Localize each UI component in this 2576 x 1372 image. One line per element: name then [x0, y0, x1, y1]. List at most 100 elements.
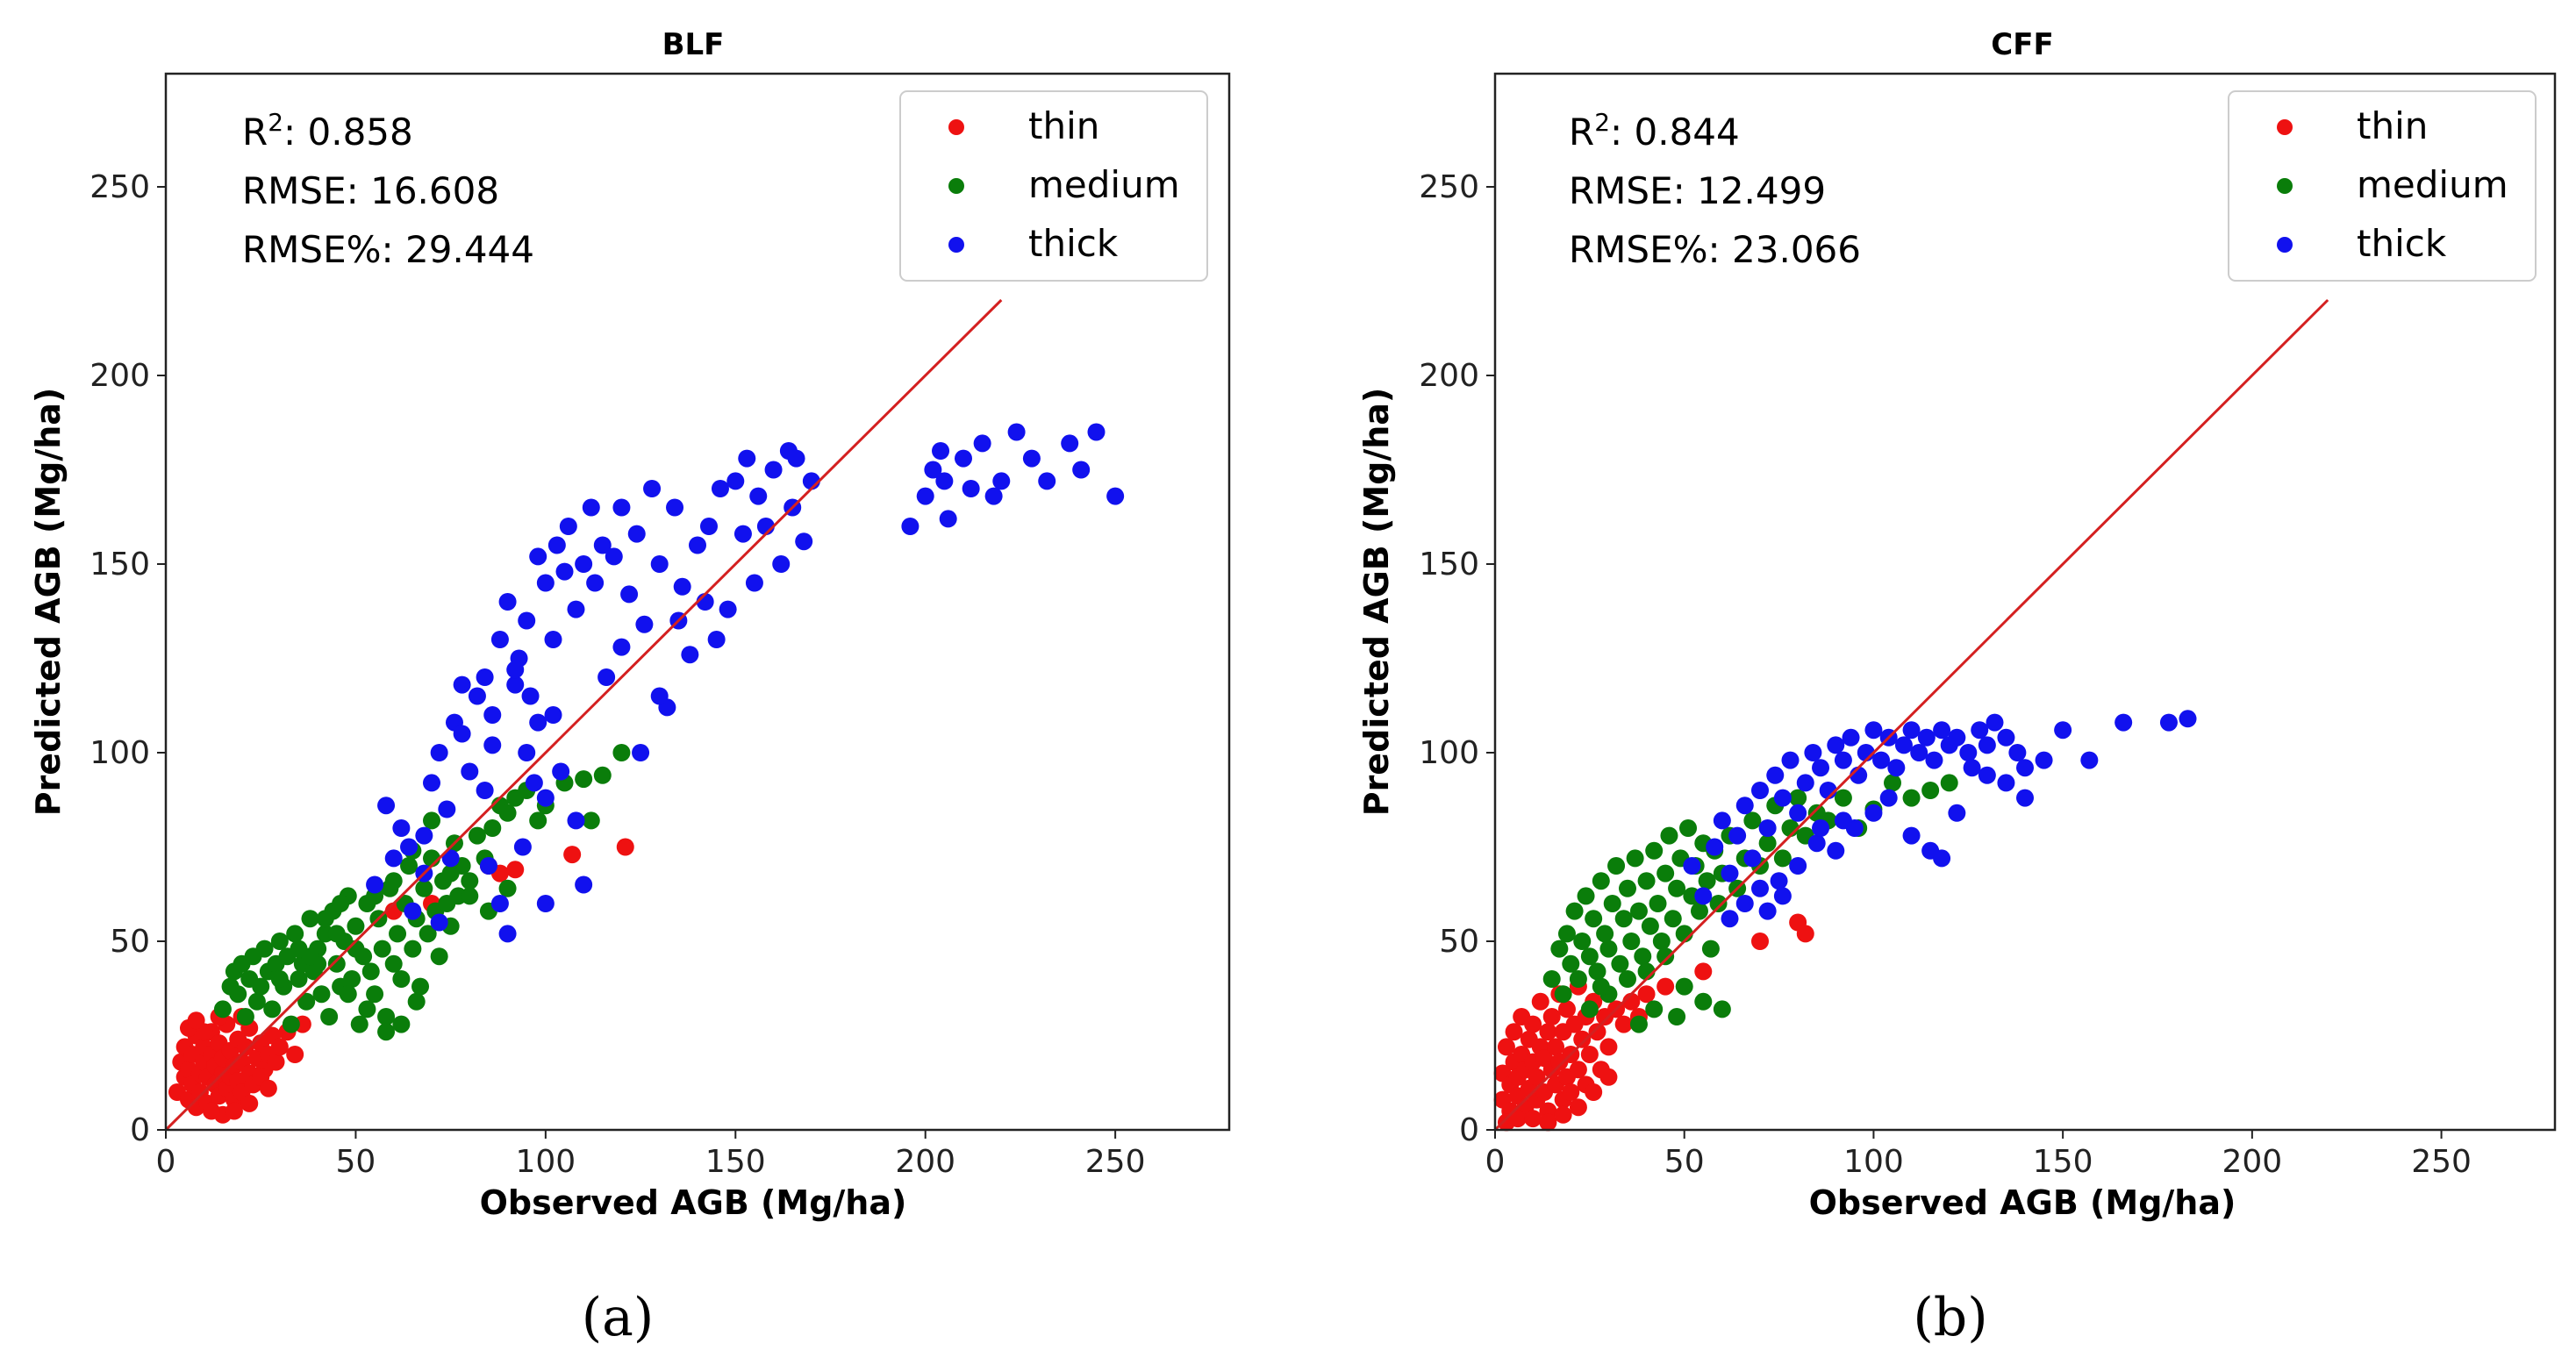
data-point-thick	[593, 536, 612, 554]
data-point-thick	[544, 706, 562, 724]
data-point-medium	[1713, 1000, 1731, 1018]
data-point-thin	[616, 838, 634, 856]
data-point-thin	[1599, 1038, 1618, 1056]
data-point-medium	[1577, 887, 1595, 905]
data-point-thick	[468, 687, 486, 705]
data-point-medium	[1580, 947, 1599, 966]
data-point-medium	[1709, 895, 1728, 912]
data-point-thick	[2008, 744, 2027, 761]
data-point-thick	[513, 838, 532, 856]
data-point-thick	[1735, 895, 1754, 912]
data-point-medium	[1773, 849, 1792, 868]
data-point-thick	[924, 461, 942, 479]
data-point-medium	[441, 864, 460, 883]
data-point-thick	[1721, 864, 1739, 883]
data-point-medium	[407, 992, 426, 1011]
data-point-medium	[236, 1008, 254, 1025]
y-axis-label: Predicted AGB (Mg/ha)	[1357, 388, 1396, 817]
data-point-thick	[733, 525, 752, 543]
data-point-thick	[2159, 713, 2178, 732]
data-point-thick	[1781, 751, 1800, 769]
data-point-thick	[1751, 879, 1769, 897]
y-tick-label: 250	[1419, 169, 1479, 205]
data-point-medium	[1611, 954, 1629, 973]
chart-title: BLF	[662, 27, 725, 62]
data-point-thin	[1694, 962, 1713, 981]
data-point-medium	[270, 933, 289, 950]
data-point-thick	[650, 687, 669, 705]
data-point-medium	[377, 1008, 396, 1025]
data-point-thick	[438, 800, 456, 818]
data-point-thick	[1087, 423, 1106, 441]
data-point-thick	[1902, 826, 1921, 845]
data-point-medium	[347, 917, 365, 935]
data-point-medium	[1902, 789, 1921, 807]
y-axis-label: Predicted AGB (Mg/ha)	[29, 388, 68, 817]
data-point-medium	[332, 895, 350, 912]
data-point-thick	[404, 902, 422, 920]
data-point-medium	[1580, 1000, 1599, 1018]
data-point-thick	[1933, 721, 1951, 740]
y-tick-label: 200	[89, 358, 150, 394]
data-point-thick	[650, 555, 669, 573]
data-point-thick	[536, 789, 555, 807]
data-point-medium	[1675, 977, 1693, 996]
data-point-thick	[1997, 728, 2015, 747]
data-point-thick	[1997, 774, 2015, 792]
data-point-thick	[567, 600, 585, 618]
y-tick-label: 200	[1419, 358, 1479, 394]
y-tick-label: 50	[110, 924, 150, 960]
data-point-thick	[955, 449, 972, 468]
data-point-thick	[787, 449, 805, 468]
data-point-thick	[423, 774, 440, 792]
data-point-thick	[1770, 872, 1788, 890]
data-point-medium	[377, 1023, 396, 1041]
data-point-medium	[430, 947, 448, 966]
x-axis-label: Observed AGB (Mg/ha)	[480, 1183, 907, 1222]
data-point-thin	[236, 1038, 254, 1056]
data-point-thick	[1022, 449, 1041, 468]
legend-marker-thin	[948, 119, 964, 135]
data-point-thick	[1948, 804, 1966, 822]
data-point-thick	[795, 532, 813, 551]
data-point-thin	[1497, 1038, 1515, 1056]
data-point-thick	[518, 744, 536, 761]
data-point-thick	[483, 736, 502, 754]
data-point-thick	[392, 819, 411, 837]
data-point-thick	[479, 857, 497, 875]
data-point-thick	[1758, 902, 1777, 920]
data-point-medium	[1679, 819, 1698, 837]
legend: thin medium thick	[899, 90, 1208, 282]
data-point-thick	[1827, 841, 1845, 860]
data-point-thick	[1894, 736, 1913, 754]
data-point-thick	[575, 875, 593, 894]
data-point-thick	[612, 498, 631, 517]
data-point-thick	[441, 849, 460, 868]
data-point-medium	[297, 992, 316, 1011]
data-point-thick	[916, 487, 934, 505]
data-point-medium	[1550, 940, 1569, 958]
reference-line	[164, 298, 1003, 1132]
data-point-medium	[419, 925, 437, 943]
data-point-thick	[1743, 849, 1762, 868]
data-point-thick	[536, 574, 555, 592]
data-point-medium	[1619, 970, 1636, 988]
x-tick-label: 200	[895, 1144, 955, 1180]
data-point-medium	[400, 857, 419, 875]
data-point-thin	[1505, 1023, 1523, 1041]
data-point-thick	[1766, 766, 1785, 784]
data-point-thick	[939, 510, 957, 528]
legend-marker-thin	[2277, 119, 2293, 135]
data-point-medium	[366, 985, 384, 1004]
data-point-thick	[635, 615, 654, 633]
x-tick-label: 150	[2033, 1144, 2093, 1180]
data-point-medium	[1743, 811, 1762, 830]
data-point-medium	[415, 879, 433, 897]
x-tick-label: 200	[2222, 1144, 2282, 1180]
data-point-thick	[518, 611, 536, 630]
data-point-medium	[327, 954, 346, 973]
data-point-thick	[1948, 728, 1966, 747]
data-point-thick	[764, 461, 783, 479]
x-tick-label: 250	[2411, 1144, 2472, 1180]
